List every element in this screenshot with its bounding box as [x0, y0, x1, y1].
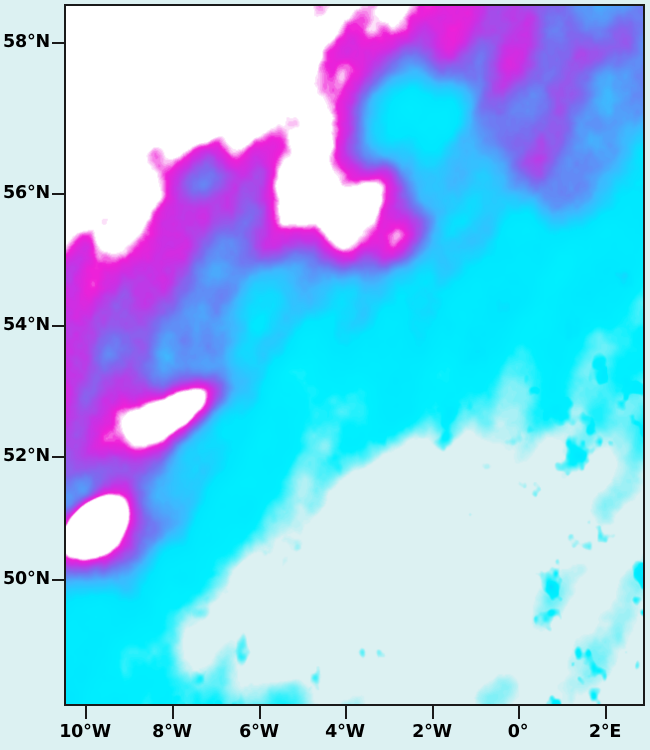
latitude-tick [52, 193, 64, 195]
longitude-tick-label: 8°W [152, 722, 192, 742]
latitude-tick-label: 56°N [3, 183, 50, 203]
latitude-tick-label: 52°N [3, 446, 50, 466]
longitude-tick [345, 706, 347, 719]
latitude-tick-label: 54°N [3, 315, 50, 335]
map-plot-area[interactable] [64, 4, 645, 706]
longitude-tick [518, 706, 520, 719]
longitude-tick-label: 10°W [59, 722, 111, 742]
longitude-tick [605, 706, 607, 719]
precipitation-field-canvas [66, 6, 643, 704]
latitude-tick-label: 58°N [3, 32, 50, 52]
longitude-tick-label: 6°W [239, 722, 279, 742]
longitude-tick-label: 0° [507, 722, 529, 742]
longitude-tick [172, 706, 174, 719]
longitude-tick [432, 706, 434, 719]
latitude-tick [52, 456, 64, 458]
longitude-tick-label: 4°W [325, 722, 365, 742]
longitude-tick [85, 706, 87, 719]
latitude-tick-label: 50°N [3, 569, 50, 589]
latitude-tick [52, 579, 64, 581]
latitude-tick [52, 325, 64, 327]
longitude-tick [259, 706, 261, 719]
longitude-tick-label: 2°W [412, 722, 452, 742]
latitude-tick [52, 42, 64, 44]
longitude-tick-label: 2°E [588, 722, 622, 742]
